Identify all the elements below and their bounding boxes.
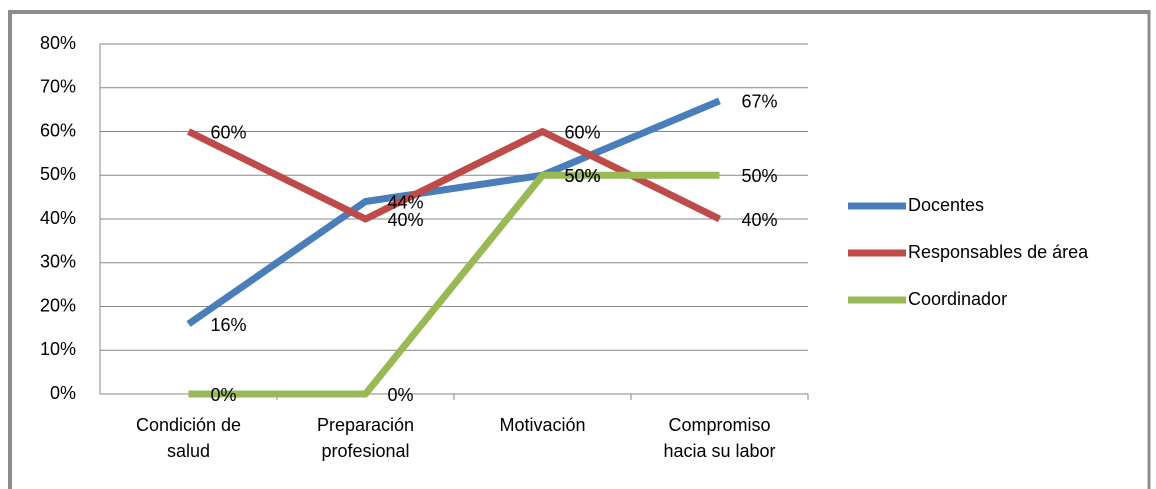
y-tick-label: 10%	[40, 339, 76, 359]
data-label: 0%	[388, 385, 414, 405]
y-tick-label: 40%	[40, 208, 76, 228]
legend-label: Coordinador	[908, 289, 1007, 309]
data-label: 50%	[742, 166, 778, 186]
y-tick-label: 80%	[40, 33, 76, 53]
x-tick-label-box: Compromiso hacia su labor	[663, 415, 776, 461]
y-tick-label: 60%	[40, 120, 76, 140]
data-label: 40%	[388, 210, 424, 230]
data-label: 44%	[388, 192, 424, 212]
data-label: 50%	[565, 166, 601, 186]
data-label: 67%	[742, 92, 778, 112]
y-tick-label: 20%	[40, 295, 76, 315]
data-label: 0%	[211, 385, 237, 405]
y-tick-label: 0%	[50, 383, 76, 403]
data-label: 60%	[211, 122, 247, 142]
data-label: 50%	[565, 166, 601, 186]
series-line	[186, 97, 721, 327]
data-label: 60%	[565, 122, 601, 142]
legend-label: Docentes	[908, 195, 984, 215]
y-tick-label: 50%	[40, 164, 76, 184]
y-tick-label: 30%	[40, 252, 76, 272]
data-label: 16%	[211, 315, 247, 335]
data-label: 40%	[742, 210, 778, 230]
x-tick-label-box: Preparación profesional	[316, 415, 415, 461]
y-tick-label: 70%	[40, 77, 76, 97]
legend-label: Responsables de área	[908, 242, 1089, 262]
x-tick-label: Condición de salud	[135, 415, 242, 461]
x-tick-label-box: Motivación	[499, 415, 586, 435]
x-tick-label: Motivación	[499, 415, 586, 435]
x-tick-label: Compromiso hacia su labor	[663, 415, 776, 461]
x-tick-label-box: Condición de salud	[135, 415, 242, 461]
x-tick-label: Preparación profesional	[316, 415, 415, 461]
series-line	[188, 171, 720, 398]
